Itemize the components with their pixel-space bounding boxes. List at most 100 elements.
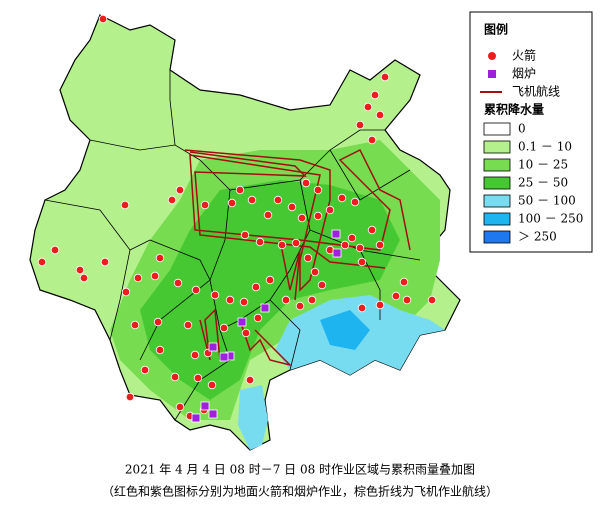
rocket-marker [287,202,297,212]
rocket-marker [150,271,160,281]
rocket-marker [191,285,201,295]
boundary [44,199,151,251]
stove-markers [191,229,342,423]
rocket-marker [170,372,180,382]
rocket-marker [140,365,150,375]
rocket-marker [125,392,135,402]
rocket-marker [200,200,210,210]
rocket-marker [245,375,255,385]
boundary [89,139,201,161]
legend-rocket-icon [488,52,496,60]
legend-rain-title: 累积降水量 [484,102,544,117]
rocket-marker [240,230,250,240]
rocket-marker [263,210,273,220]
rocket-marker [247,195,257,205]
legend-label: ＞ 250 [518,230,557,244]
legend-swatch [483,122,511,136]
flight-routes [184,148,411,367]
rocket-marker [355,243,365,253]
rocket-marker [207,380,217,390]
legend-swatch [483,212,511,226]
rocket-marker [355,120,365,130]
legend-label: 0.1 － 10 [518,140,572,154]
rocket-marker [391,291,401,301]
legend-label: 烟炉 [512,67,536,81]
rocket-marker [375,300,385,310]
flight-route [239,319,293,367]
rocket-marker [79,273,89,283]
rocket-marker [380,72,390,82]
rocket-marker [155,345,165,355]
rocket-marker [225,295,235,305]
rain-50-100 [238,385,268,450]
stove-marker [331,229,341,239]
legend-label: 0 [518,122,526,136]
caption-line: （红色和紫色图标分别为地面火箭和烟炉作业，棕色折线为飞机作业航线） [102,484,498,499]
rocket-marker [255,237,265,247]
rocket-marker [325,205,335,215]
flight-route [189,151,386,269]
rocket-marker [241,328,251,338]
rocket-markers [37,14,437,421]
rocket-marker [402,295,412,305]
legend-stove-icon [488,70,496,78]
boundary [329,149,411,201]
legend-swatch [483,194,511,208]
legend-label: 100 － 250 [518,212,583,226]
rocket-marker [265,275,275,285]
rocket-marker [251,282,261,292]
rocket-marker [303,253,313,263]
legend-label: 50 － 100 [518,194,576,208]
rocket-marker [281,295,291,305]
stove-marker [208,342,218,352]
rocket-marker [337,193,347,203]
rocket-marker [310,267,320,277]
legend-label: 火箭 [512,48,536,63]
legend-swatch [483,176,511,190]
rocket-marker [347,233,357,243]
rocket-marker [75,265,85,275]
stove-marker [208,409,218,419]
rain-100-250 [320,310,370,350]
legend-title: 图例 [484,22,508,37]
rocket-marker [427,295,437,305]
rocket-marker [317,280,327,290]
rocket-marker [273,195,283,205]
rocket-marker [130,320,140,330]
boundary [139,239,211,361]
rocket-marker [375,110,385,120]
rocket-marker [98,14,108,24]
rocket-marker [121,287,131,297]
legend-label: 10 － 25 [518,158,568,172]
rocket-marker [227,198,237,208]
flight-route [279,239,301,301]
boundary [169,70,176,146]
rocket-marker [50,245,60,255]
rocket-marker [297,213,307,223]
caption-line: 2021 年 4 月 4 日 08 时－7 日 08 时作业区域与累积雨量叠加图 [125,463,475,477]
rocket-marker [291,238,301,248]
rocket-marker [133,273,143,283]
rocket-marker [375,240,385,250]
stove-marker [332,248,342,258]
flight-route [199,308,221,361]
rocket-marker [120,200,130,210]
legend-label: 25 － 50 [518,176,568,190]
rocket-marker [193,373,203,383]
rocket-marker [175,402,185,412]
boundary [359,249,381,320]
rocket-marker [399,277,409,287]
rocket-marker [153,317,163,327]
rocket-marker [155,253,165,263]
rocket-marker [367,225,377,235]
rocket-marker [313,185,323,195]
rocket-marker [210,290,220,300]
rocket-marker [37,257,47,267]
rocket-marker [100,257,110,267]
legend-swatch [483,140,511,154]
legend-label: 飞机航线 [512,84,560,99]
rocket-marker [295,301,305,311]
